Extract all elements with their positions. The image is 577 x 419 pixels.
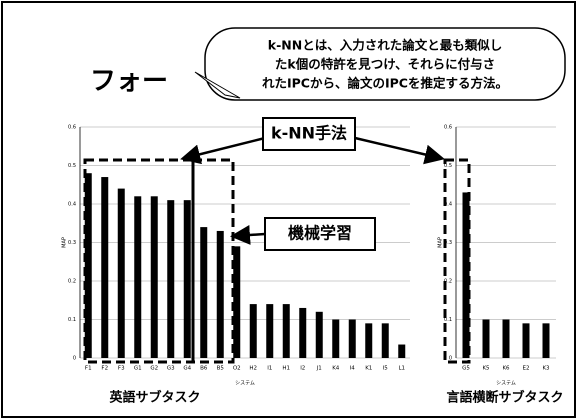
x-tick-label: G4: [183, 366, 191, 372]
y-tick-label: 0.5: [444, 163, 452, 169]
x-tick-label: I2: [300, 366, 305, 372]
y-tick-label: 0: [449, 356, 452, 362]
bar: [282, 304, 290, 358]
arrow: [354, 136, 445, 165]
bar: [332, 319, 340, 358]
y-tick-label: 0.5: [68, 163, 76, 169]
knn-label: k-NN手法: [271, 124, 347, 143]
x-tick-label: H1: [282, 366, 290, 372]
x-axis-label: システム: [235, 381, 255, 387]
bar: [482, 319, 490, 358]
bar: [522, 323, 530, 358]
dashed-box: [83, 158, 195, 364]
y-tick-label: 0: [73, 356, 76, 362]
bar: [299, 307, 307, 358]
y-tick-label: 0.1: [444, 317, 452, 323]
bar: [381, 323, 389, 358]
label-box: [262, 117, 356, 151]
x-tick-label: I1: [267, 366, 272, 372]
x-tick-label: B5: [217, 366, 225, 372]
bar: [542, 323, 550, 358]
y-tick-label: 0.6: [68, 125, 76, 131]
x-tick-label: I4: [350, 366, 356, 372]
x-tick-label: O2: [233, 366, 241, 372]
bar: [216, 230, 224, 358]
x-tick-label: G2: [150, 366, 158, 372]
bar: [502, 319, 510, 358]
y-axis-label: MAP: [62, 237, 68, 248]
y-tick-label: 0.4: [444, 202, 452, 208]
bar: [233, 246, 241, 358]
slide-title: フォー: [90, 67, 168, 97]
x-tick-label: K3: [542, 366, 550, 372]
bar: [101, 177, 109, 358]
bar: [398, 344, 406, 358]
x-axis-label: システム: [496, 381, 516, 387]
bar: [117, 188, 125, 358]
bar: [134, 196, 142, 358]
bar: [348, 319, 356, 358]
x-tick-label: H2: [249, 366, 257, 372]
callout-line: れたIPCから、論文のIPCを推定する方法。: [262, 76, 508, 91]
callout-box: [204, 27, 566, 101]
y-tick-label: 0.4: [68, 202, 76, 208]
bar: [150, 196, 158, 358]
x-tick-label: F1: [85, 366, 92, 372]
x-tick-label: F3: [118, 366, 125, 372]
bar: [167, 200, 175, 358]
bar: [183, 200, 191, 358]
bar: [249, 304, 257, 358]
y-axis-label: MAP: [438, 237, 444, 248]
dashed-box: [443, 158, 471, 364]
bar: [200, 227, 208, 358]
chart-subtitle: 言語横断サブタスク: [446, 390, 563, 406]
x-tick-label: K5: [482, 366, 490, 372]
y-tick-label: 0.2: [444, 279, 452, 285]
x-tick-label: K1: [365, 366, 372, 372]
arrow: [230, 225, 266, 245]
x-tick-label: G1: [134, 366, 142, 372]
callout-tail: [194, 71, 241, 99]
dashed-box: [191, 158, 235, 364]
callout-line: k-NNとは、入力された論文と最も類似し: [268, 38, 502, 53]
x-tick-label: L1: [398, 366, 405, 372]
bar: [266, 304, 274, 358]
bar: [365, 323, 373, 358]
bar: [84, 173, 92, 358]
label-box: [264, 217, 376, 251]
ml-label: 機械学習: [288, 224, 352, 243]
y-tick-label: 0.1: [68, 317, 76, 323]
y-tick-label: 0.6: [444, 125, 452, 131]
callout-line: たk個の特許を見つけ、それらに付与さ: [275, 57, 495, 72]
arrow: [180, 136, 266, 165]
x-tick-label: E2: [523, 366, 530, 372]
bar: [315, 311, 323, 358]
x-tick-label: J1: [316, 366, 322, 372]
x-tick-label: G3: [167, 366, 175, 372]
chart-subtitle: 英語サブタスク: [108, 390, 200, 406]
bar: [462, 192, 470, 358]
y-tick-label: 0.3: [444, 240, 452, 246]
x-tick-label: I5: [383, 366, 389, 372]
x-tick-label: B6: [200, 366, 208, 372]
y-tick-label: 0.3: [68, 240, 76, 246]
x-tick-label: K4: [332, 366, 340, 372]
x-tick-label: F2: [101, 366, 108, 372]
x-tick-label: K6: [502, 366, 510, 372]
x-tick-label: G5: [462, 366, 470, 372]
y-tick-label: 0.2: [68, 279, 76, 285]
